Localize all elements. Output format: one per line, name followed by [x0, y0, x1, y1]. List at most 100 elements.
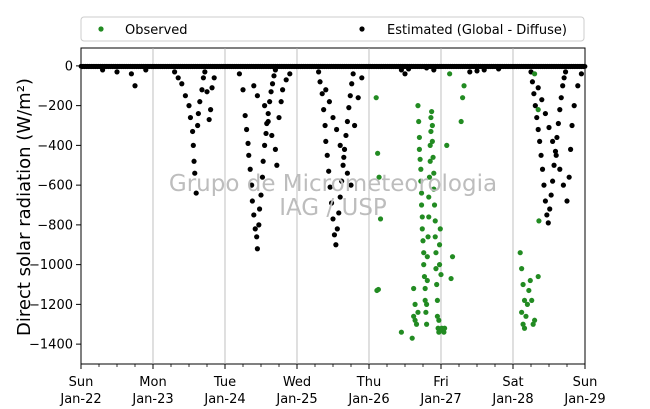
x-tick-label-date: Jan-27	[419, 392, 461, 407]
observed-point	[373, 95, 379, 101]
observed-point	[416, 134, 422, 141]
estimated-point	[578, 71, 585, 77]
estimated-point	[341, 154, 347, 160]
observed-point	[413, 321, 420, 327]
estimated-point	[558, 95, 564, 101]
observed-point	[422, 285, 428, 292]
observed-point	[427, 142, 433, 148]
observed-point	[375, 286, 381, 293]
x-tick-label-day: Thu	[356, 375, 381, 390]
y-axis: 0 −200 −400 −600 −800 −1000 −1200 −1400	[29, 59, 81, 353]
estimated-point	[242, 112, 248, 119]
observed-point	[415, 103, 421, 109]
observed-point	[461, 83, 467, 89]
observed-point	[444, 142, 450, 148]
estimated-point	[534, 114, 540, 121]
estimated-point	[562, 69, 569, 75]
estimated-point	[537, 138, 543, 145]
estimated-point	[175, 75, 181, 81]
estimated-point	[190, 142, 196, 148]
estimated-point	[331, 232, 338, 238]
observed-point	[424, 277, 430, 284]
estimated-point	[316, 69, 322, 75]
estimated-point	[326, 168, 332, 174]
estimated-point	[262, 142, 268, 148]
estimated-point	[343, 132, 349, 139]
observed-point	[520, 321, 526, 327]
observed-point	[536, 218, 542, 224]
estimated-point	[211, 75, 217, 81]
estimated-point	[319, 91, 325, 97]
observed-point	[431, 202, 438, 208]
estimated-point	[190, 128, 196, 135]
estimated-point	[544, 212, 550, 218]
estimated-point	[251, 212, 257, 218]
observed-point	[429, 108, 435, 115]
estimated-point	[195, 110, 201, 117]
estimated-point	[322, 122, 328, 129]
y-tick-label: 0	[65, 59, 73, 74]
estimated-point	[269, 132, 275, 139]
observed-point	[426, 214, 432, 220]
estimated-point	[202, 69, 208, 75]
observed-point	[428, 128, 434, 135]
estimated-point	[192, 170, 198, 176]
estimated-point	[324, 152, 330, 158]
estimated-point	[208, 107, 214, 113]
observed-point	[448, 275, 454, 282]
observed-point	[532, 317, 538, 323]
observed-point	[432, 234, 438, 240]
x-tick-label-date: Jan-24	[203, 392, 245, 407]
estimated-point	[209, 85, 215, 91]
estimated-point	[431, 67, 437, 73]
estimated-point	[254, 234, 260, 240]
observed-point	[417, 156, 423, 162]
observed-point	[442, 325, 448, 331]
observed-point	[524, 301, 531, 307]
y-tick-label: −1400	[29, 338, 73, 353]
estimated-point	[334, 126, 340, 133]
estimated-point	[347, 93, 353, 99]
estimated-point	[550, 178, 556, 184]
plot-area	[80, 47, 586, 365]
estimated-point	[328, 200, 335, 206]
estimated-point	[569, 122, 575, 129]
observed-point	[423, 309, 429, 315]
observed-point	[428, 114, 434, 121]
estimated-point	[321, 107, 327, 113]
x-tick-label-date: Jan-23	[131, 392, 173, 407]
estimated-point	[254, 93, 260, 99]
observed-point	[431, 186, 437, 192]
observed-point	[375, 150, 381, 156]
observed-point	[418, 190, 425, 196]
observed-point	[398, 329, 404, 335]
x-tick-label-day: Mon	[139, 375, 166, 390]
estimated-point	[560, 83, 566, 89]
estimated-point	[263, 130, 269, 137]
estimated-point	[182, 93, 188, 99]
observed-point	[426, 174, 433, 180]
estimated-point	[187, 114, 194, 121]
estimated-point	[172, 69, 178, 75]
estimated-point	[327, 184, 333, 190]
observed-point	[419, 226, 425, 232]
estimated-point	[532, 103, 538, 109]
observed-point	[527, 277, 533, 284]
estimated-point	[100, 67, 106, 73]
observed-point	[433, 250, 439, 256]
estimated-point	[317, 79, 323, 85]
x-tick-label-date: Jan-25	[275, 392, 317, 407]
observed-point	[429, 122, 435, 129]
data-points	[78, 63, 588, 341]
estimated-point	[406, 66, 412, 72]
estimated-point	[260, 158, 266, 164]
estimated-point	[336, 210, 342, 216]
legend-label-estimated: Estimated (Global - Diffuse)	[387, 23, 567, 38]
observed-point	[433, 266, 439, 272]
estimated-point	[249, 198, 255, 204]
estimated-point	[355, 95, 361, 101]
observed-point	[458, 118, 464, 125]
observed-point	[532, 71, 538, 77]
estimated-point	[554, 134, 560, 141]
estimated-point	[339, 178, 345, 184]
